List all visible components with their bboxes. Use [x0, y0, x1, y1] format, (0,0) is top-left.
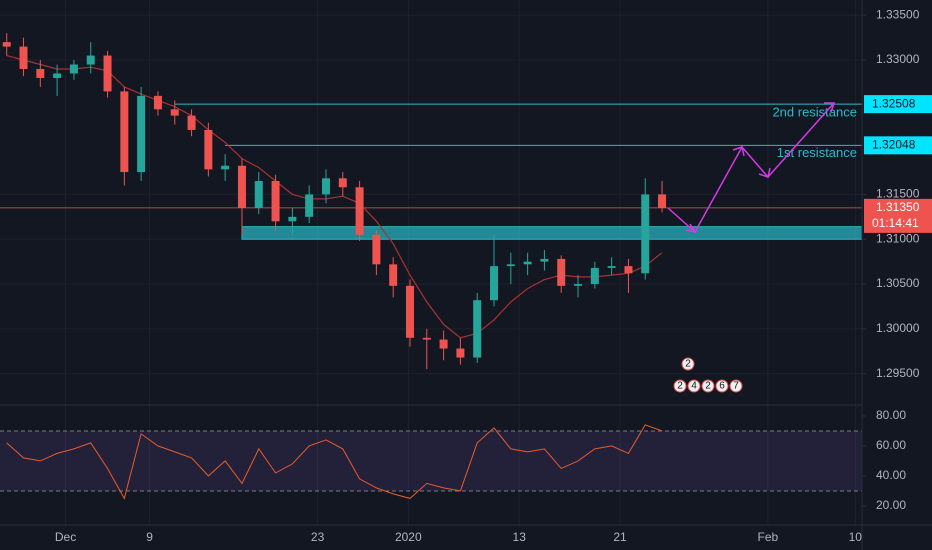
- candle-body: [19, 46, 28, 69]
- candle-body: [355, 187, 364, 235]
- candle-body: [170, 109, 179, 116]
- candle-body: [540, 258, 549, 262]
- candle-body: [405, 285, 414, 338]
- arrow-head: [758, 167, 771, 178]
- event-marker: [701, 379, 715, 393]
- candle-body: [490, 266, 499, 301]
- event-marker: [687, 379, 701, 393]
- x-tick-label: Dec: [55, 530, 76, 544]
- x-tick-label: 9: [146, 530, 153, 544]
- event-marker: [673, 379, 687, 393]
- level-badge: [864, 95, 932, 114]
- candle-body: [187, 115, 196, 130]
- resistance-label: 1st resistance: [777, 145, 857, 160]
- candle-body: [221, 165, 230, 170]
- rsi-y-tick-label: 40.00: [876, 468, 906, 482]
- y-tick-label: 1.31000: [876, 231, 920, 245]
- candle-body: [103, 55, 112, 92]
- candle-body: [237, 165, 246, 208]
- axes: Dec 9 23 2020 13 21 Feb 10 1.33500 1.33000 1.31500…: [55, 7, 932, 544]
- grid: [0, 0, 862, 525]
- rsi-y-tick-label: 60.00: [876, 438, 906, 452]
- x-tick-label: 13: [513, 530, 527, 544]
- event-marker: [729, 379, 743, 393]
- candle-body: [137, 95, 146, 173]
- event-label: 2: [677, 381, 683, 392]
- arrow-head: [824, 102, 836, 113]
- event-label: 7: [733, 381, 739, 392]
- x-tick-label: 10: [849, 530, 863, 544]
- y-tick-label: 1.33000: [876, 52, 920, 66]
- candle-body: [338, 178, 347, 188]
- candle-body: [204, 129, 213, 170]
- arrow-head: [732, 146, 745, 157]
- candle-body: [641, 194, 650, 274]
- level-badge: [864, 136, 932, 155]
- y-tick-label: 1.33500: [876, 7, 920, 21]
- candle-body: [422, 337, 431, 340]
- candle-body: [288, 216, 297, 222]
- candle-body: [624, 266, 633, 274]
- candle-body: [456, 348, 465, 358]
- level-badge-label: 1.32508: [872, 96, 916, 110]
- candle-body: [372, 234, 381, 265]
- candle-body: [590, 267, 599, 285]
- candle-body: [574, 284, 583, 286]
- candle-body: [523, 261, 532, 265]
- candle-body: [36, 68, 45, 78]
- event-marker: [681, 357, 695, 371]
- x-tick-label: 21: [613, 530, 627, 544]
- candle-body: [439, 339, 448, 349]
- y-tick-label: 1.30000: [876, 321, 920, 335]
- level-badge-label: 1.32048: [872, 138, 916, 152]
- x-tick-label: 2020: [395, 530, 422, 544]
- event-marker: [715, 379, 729, 393]
- y-tick-label: 1.29500: [876, 366, 920, 380]
- candle-body: [506, 264, 515, 267]
- event-label: 4: [691, 381, 697, 392]
- candle-body: [389, 264, 398, 286]
- candle-body: [2, 42, 11, 47]
- rsi-y-tick-label: 80.00: [876, 408, 906, 422]
- candle-body: [557, 258, 566, 286]
- candle-body: [86, 55, 95, 65]
- candle-body: [305, 194, 314, 217]
- y-tick-label: 1.31500: [876, 187, 920, 201]
- candle-body: [607, 266, 616, 268]
- candle-body: [53, 73, 62, 78]
- last-price-label: 1.31350: [876, 200, 920, 214]
- y-tick-label: 1.30500: [876, 276, 920, 290]
- candle-body: [658, 194, 667, 208]
- event-label: 2: [705, 381, 711, 392]
- arrow-head: [685, 223, 697, 234]
- moving-average: [6, 55, 663, 339]
- event-label: 6: [719, 381, 725, 392]
- event-label: 2: [685, 359, 691, 370]
- resistance-label: 2nd resistance: [772, 105, 857, 120]
- candle-body: [69, 64, 78, 74]
- support-zone: [241, 226, 863, 240]
- projection-arrows: [667, 102, 836, 234]
- candle-body: [271, 180, 280, 222]
- candle-body: [254, 180, 263, 208]
- candle-body: [321, 178, 330, 195]
- countdown: 01:14:41: [872, 216, 919, 230]
- x-tick-label: 23: [311, 530, 325, 544]
- candle-body: [473, 300, 482, 358]
- rsi-line: [6, 424, 663, 500]
- x-tick-label: Feb: [758, 530, 779, 544]
- rsi-band: [0, 430, 862, 491]
- candle-body: [153, 95, 162, 110]
- last-price-badge: [864, 198, 932, 233]
- candle-body: [120, 91, 129, 173]
- rsi-y-tick-label: 20.00: [876, 498, 906, 512]
